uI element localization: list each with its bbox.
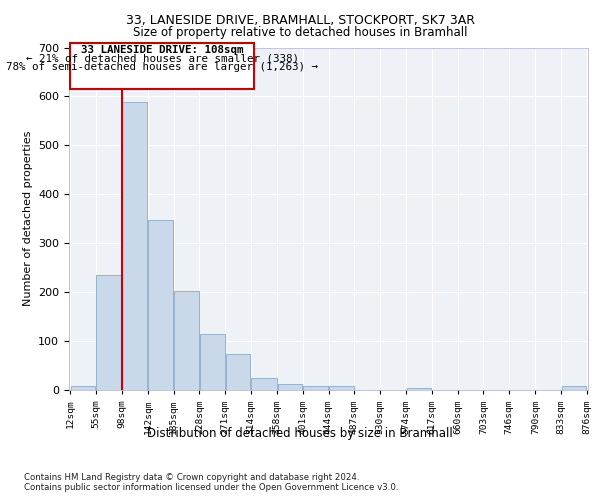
Text: ← 21% of detached houses are smaller (338): ← 21% of detached houses are smaller (33… (26, 54, 299, 64)
Text: 33 LANESIDE DRIVE: 108sqm: 33 LANESIDE DRIVE: 108sqm (81, 45, 244, 55)
Bar (329, 386, 354, 390)
Bar (97, 275, 121, 390)
Bar (562, 386, 586, 390)
Text: 33, LANESIDE DRIVE, BRAMHALL, STOCKPORT, SK7 3AR: 33, LANESIDE DRIVE, BRAMHALL, STOCKPORT,… (125, 14, 475, 27)
Text: Contains public sector information licensed under the Open Government Licence v3: Contains public sector information licen… (24, 484, 398, 492)
Bar (122, 102, 148, 390)
Text: Contains HM Land Registry data © Crown copyright and database right 2024.: Contains HM Land Registry data © Crown c… (24, 472, 359, 482)
Bar (71, 386, 95, 390)
Bar (407, 388, 431, 390)
Bar (278, 384, 302, 390)
Text: Size of property relative to detached houses in Bramhall: Size of property relative to detached ho… (133, 26, 467, 39)
Bar (174, 290, 199, 390)
Bar (70, 42, 254, 89)
Bar (303, 386, 328, 390)
Bar (251, 378, 277, 390)
Bar (226, 354, 250, 390)
Bar (148, 220, 173, 390)
Text: 78% of semi-detached houses are larger (1,263) →: 78% of semi-detached houses are larger (… (6, 62, 318, 72)
Text: Distribution of detached houses by size in Bramhall: Distribution of detached houses by size … (147, 428, 453, 440)
Y-axis label: Number of detached properties: Number of detached properties (23, 131, 32, 306)
Bar (200, 334, 224, 390)
